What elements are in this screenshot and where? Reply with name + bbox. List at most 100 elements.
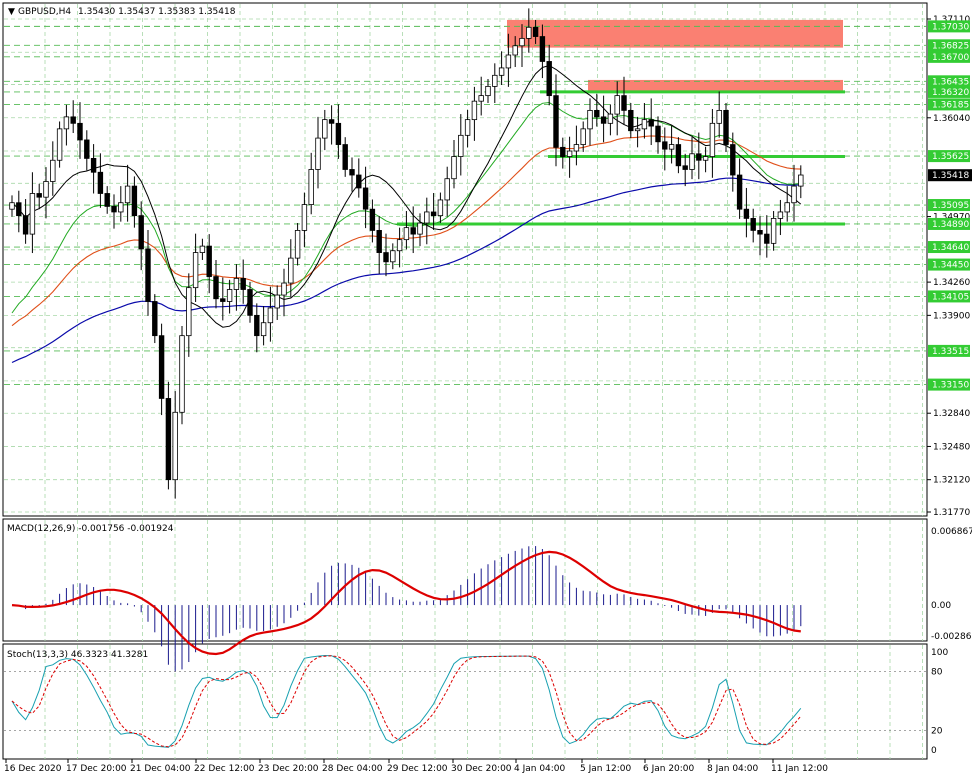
candle-body <box>764 233 770 244</box>
candle-body <box>750 218 756 231</box>
ma-black-line <box>11 64 802 328</box>
candle-body <box>410 227 416 235</box>
candle-body <box>247 289 253 316</box>
candle-body <box>451 156 457 180</box>
stochastic-indicator: 100 80 20 0 <box>4 648 948 756</box>
candle-body <box>648 119 654 127</box>
level-label: 1.36185 <box>932 100 969 110</box>
candle-body <box>233 278 240 290</box>
candle-body <box>628 109 634 132</box>
price-tick-label: 1.32480 <box>933 442 970 452</box>
macd-tick-label: 0.00 <box>931 601 951 611</box>
candle-body <box>22 215 29 235</box>
candle-body <box>519 37 525 47</box>
candle-body <box>546 61 552 97</box>
candle-body <box>90 158 97 173</box>
candle-body <box>179 335 185 413</box>
price-tick-label: 1.34970 <box>933 213 970 223</box>
level-label-box <box>928 258 970 271</box>
level-label-box <box>928 241 970 254</box>
current-price-box <box>928 169 972 182</box>
candle-body <box>730 144 736 176</box>
candle-body <box>675 144 682 167</box>
macd-indicator: 0.006867 0.00 -0.002868 <box>11 527 972 672</box>
price-pane-frame <box>2 2 928 517</box>
level-label-box <box>928 217 970 230</box>
candle-body <box>743 208 750 219</box>
level-label-box <box>928 20 970 33</box>
candle-body <box>607 113 614 124</box>
stoch-title: Stoch(13,3,3) 46.3323 41.3281 <box>7 650 148 660</box>
candle-body <box>260 322 267 337</box>
candle-body <box>328 119 335 124</box>
level-label: 1.34450 <box>932 261 969 271</box>
stoch-tick-label: 20 <box>931 726 943 736</box>
candle-body <box>43 181 49 198</box>
candle-body <box>492 74 498 87</box>
grid <box>4 4 927 759</box>
candle-body <box>512 45 518 56</box>
price-axis: 1.37110 1.36040 1.34970 1.34260 1.33900 1.328… <box>927 15 972 518</box>
candle-body <box>118 202 124 213</box>
level-label-box <box>928 85 970 98</box>
stoch-tick-label: 100 <box>931 648 948 658</box>
candle-body <box>682 165 688 170</box>
time-label: 8 Jan 04:00 <box>707 764 759 774</box>
level-label-box <box>928 50 970 63</box>
candle-body <box>131 185 138 217</box>
candle-body <box>111 206 117 213</box>
macd-signal-line <box>11 550 801 656</box>
candle-body <box>702 156 709 161</box>
symbol-dropdown-icon[interactable]: ▼ <box>8 7 15 17</box>
candle-body <box>36 193 42 198</box>
candle-body <box>580 128 586 145</box>
candle-body <box>791 185 797 204</box>
level-label: 1.34640 <box>932 243 969 253</box>
macd-pane-frame <box>2 518 928 642</box>
candle-body <box>505 54 512 69</box>
candle-body <box>798 174 804 187</box>
candles[interactable] <box>9 8 804 499</box>
stoch-tick-label: 0 <box>931 746 937 756</box>
level-label-box <box>928 378 970 391</box>
candle-body <box>56 128 63 161</box>
candle-body <box>383 252 389 263</box>
candle-body <box>145 248 151 302</box>
level-label-box <box>928 98 970 111</box>
macd-title: MACD(12,26,9) -0.001756 -0.001924 <box>7 524 174 534</box>
candle-body <box>213 276 219 300</box>
candle-body <box>444 178 450 201</box>
candle-body <box>274 294 280 309</box>
level-label: 1.34890 <box>932 220 969 230</box>
level-label-box <box>928 39 970 52</box>
candle-body <box>158 335 165 399</box>
candle-body <box>342 144 348 170</box>
level-label: 1.35095 <box>932 201 969 211</box>
candle-body <box>498 67 505 76</box>
time-label: 22 Dec 12:00 <box>194 764 255 774</box>
level-label: 1.36700 <box>932 53 969 63</box>
time-label: 16 Dec 2020 <box>4 764 62 774</box>
candle-body <box>709 122 716 157</box>
candle-body <box>417 222 423 235</box>
price-tick-label: 1.36040 <box>933 114 970 124</box>
candle-body <box>97 171 104 194</box>
candle-body <box>600 116 607 124</box>
candle-body <box>553 95 559 148</box>
time-label: 30 Dec 20:00 <box>451 764 512 774</box>
candle-body <box>437 199 444 217</box>
candle-body <box>539 36 546 62</box>
symbol-label: GBPUSD,H4 <box>18 7 71 17</box>
level-label-box <box>928 150 970 163</box>
candle-body <box>186 287 192 337</box>
time-label: 11 Jan 12:00 <box>771 764 828 774</box>
price-tick-label: 1.32120 <box>933 476 970 486</box>
level-label: 1.33150 <box>932 381 969 391</box>
candle-body <box>757 230 763 235</box>
support-resistance-lines <box>397 90 845 226</box>
candle-body <box>356 174 362 189</box>
candle-body <box>532 26 539 37</box>
candle-body <box>50 159 56 182</box>
